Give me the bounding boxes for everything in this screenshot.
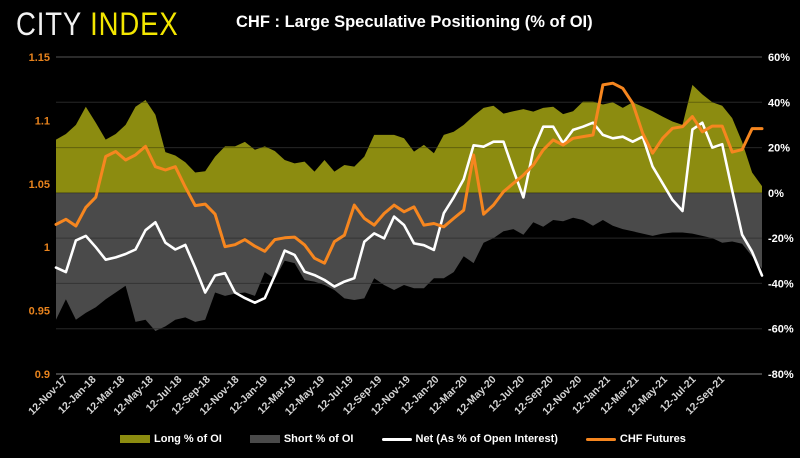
- net-line-swatch-icon: [381, 437, 412, 441]
- left-axis-tick: 1.15: [29, 52, 50, 64]
- short-area-swatch-icon: [249, 435, 280, 443]
- legend-label-net: Net (As % of Open Interest): [415, 433, 558, 445]
- legend-item-long: Long % of OI: [120, 433, 222, 445]
- right-axis-tick: -60%: [768, 324, 794, 336]
- left-axis-tick: 1.05: [29, 179, 50, 191]
- right-axis-tick: -20%: [768, 233, 794, 245]
- long-area: [56, 84, 762, 193]
- legend-label-futures: CHF Futures: [619, 433, 686, 445]
- chf-futures-line: [54, 81, 764, 265]
- right-axis-tick: 0%: [768, 188, 784, 200]
- left-axis-tick: 1.1: [35, 115, 50, 127]
- legend-label-long: Long % of OI: [154, 433, 222, 445]
- right-axis-tick: -40%: [768, 278, 794, 290]
- right-axis-tick: 60%: [768, 52, 790, 64]
- legend-item-short: Short % of OI: [249, 433, 354, 445]
- futures-line-swatch-icon: [585, 437, 616, 441]
- logo-index-text: INDEX: [90, 6, 179, 42]
- legend-item-net: Net (As % of Open Interest): [381, 433, 558, 445]
- short-area: [56, 192, 762, 331]
- left-axis-tick: 0.95: [29, 306, 50, 318]
- net-position-line: [54, 121, 764, 305]
- left-axis-tick: 0.9: [35, 369, 50, 381]
- right-axis-tick: -80%: [768, 369, 794, 381]
- legend-label-short: Short % of OI: [283, 433, 354, 445]
- chart-title: CHF : Large Speculative Positioning (% o…: [236, 13, 593, 31]
- city-index-logo: CITY INDEX: [16, 6, 179, 43]
- left-axis-tick: 1: [44, 242, 50, 254]
- chart-legend: Long % of OI Short % of OI Net (As % of …: [120, 433, 686, 445]
- logo-city-text: CITY: [16, 6, 82, 42]
- right-axis-tick: 40%: [768, 97, 790, 109]
- right-axis-tick: 20%: [768, 143, 790, 155]
- long-area-swatch-icon: [120, 435, 150, 443]
- legend-item-futures: CHF Futures: [585, 433, 686, 445]
